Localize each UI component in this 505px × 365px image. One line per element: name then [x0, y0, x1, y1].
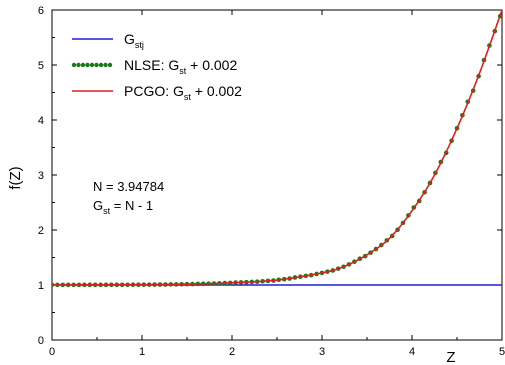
- legend: Gstj NLSE: Gst + 0.002 PCGO: Gst + 0.002: [71, 31, 242, 102]
- x-axis-label: Z: [446, 349, 455, 365]
- x-tick-label: 3: [319, 346, 325, 358]
- legend-label: NLSE: Gst + 0.002: [124, 57, 237, 76]
- y-tick-label: 5: [38, 60, 44, 72]
- x-tick-label: 5: [499, 346, 505, 358]
- legend-swatch-dot: [103, 62, 108, 68]
- x-tick-label: 0: [49, 346, 55, 358]
- x-tick-label: 1: [139, 346, 145, 358]
- legend-swatch-dot: [71, 62, 77, 68]
- legend-swatch-dot: [80, 62, 86, 68]
- x-tick-label: 4: [409, 346, 415, 358]
- series-group: [52, 10, 502, 288]
- y-tick-label: 0: [38, 335, 44, 347]
- series-pcgo-line: [52, 10, 502, 286]
- legend-swatch-dot: [94, 62, 99, 68]
- legend-swatch-dot: [89, 62, 95, 68]
- legend-swatch-dot: [98, 62, 104, 68]
- annotation-group: N = 3.94784 Gst = N - 1: [93, 179, 164, 216]
- y-tick-label: 4: [38, 115, 44, 127]
- legend-swatch-dot: [107, 62, 113, 68]
- axes: 0 1 2 3 4 5 0 1 2 3 4 5 6: [38, 5, 505, 358]
- y-tick-label: 6: [38, 5, 44, 17]
- annotation-text: N = 3.94784: [93, 179, 164, 194]
- annotation-text: Gst = N - 1: [93, 198, 153, 216]
- y-tick-label: 1: [38, 280, 44, 292]
- y-axis-label: f(Z): [7, 166, 24, 189]
- legend-swatch-dot: [76, 62, 81, 68]
- legend-label: PCGO: Gst + 0.002: [124, 83, 242, 102]
- legend-label: Gstj: [124, 31, 144, 50]
- x-tick-label: 2: [229, 346, 235, 358]
- y-tick-label: 2: [38, 225, 44, 237]
- y-tick-label: 3: [38, 170, 44, 182]
- legend-swatch-dot: [85, 62, 90, 68]
